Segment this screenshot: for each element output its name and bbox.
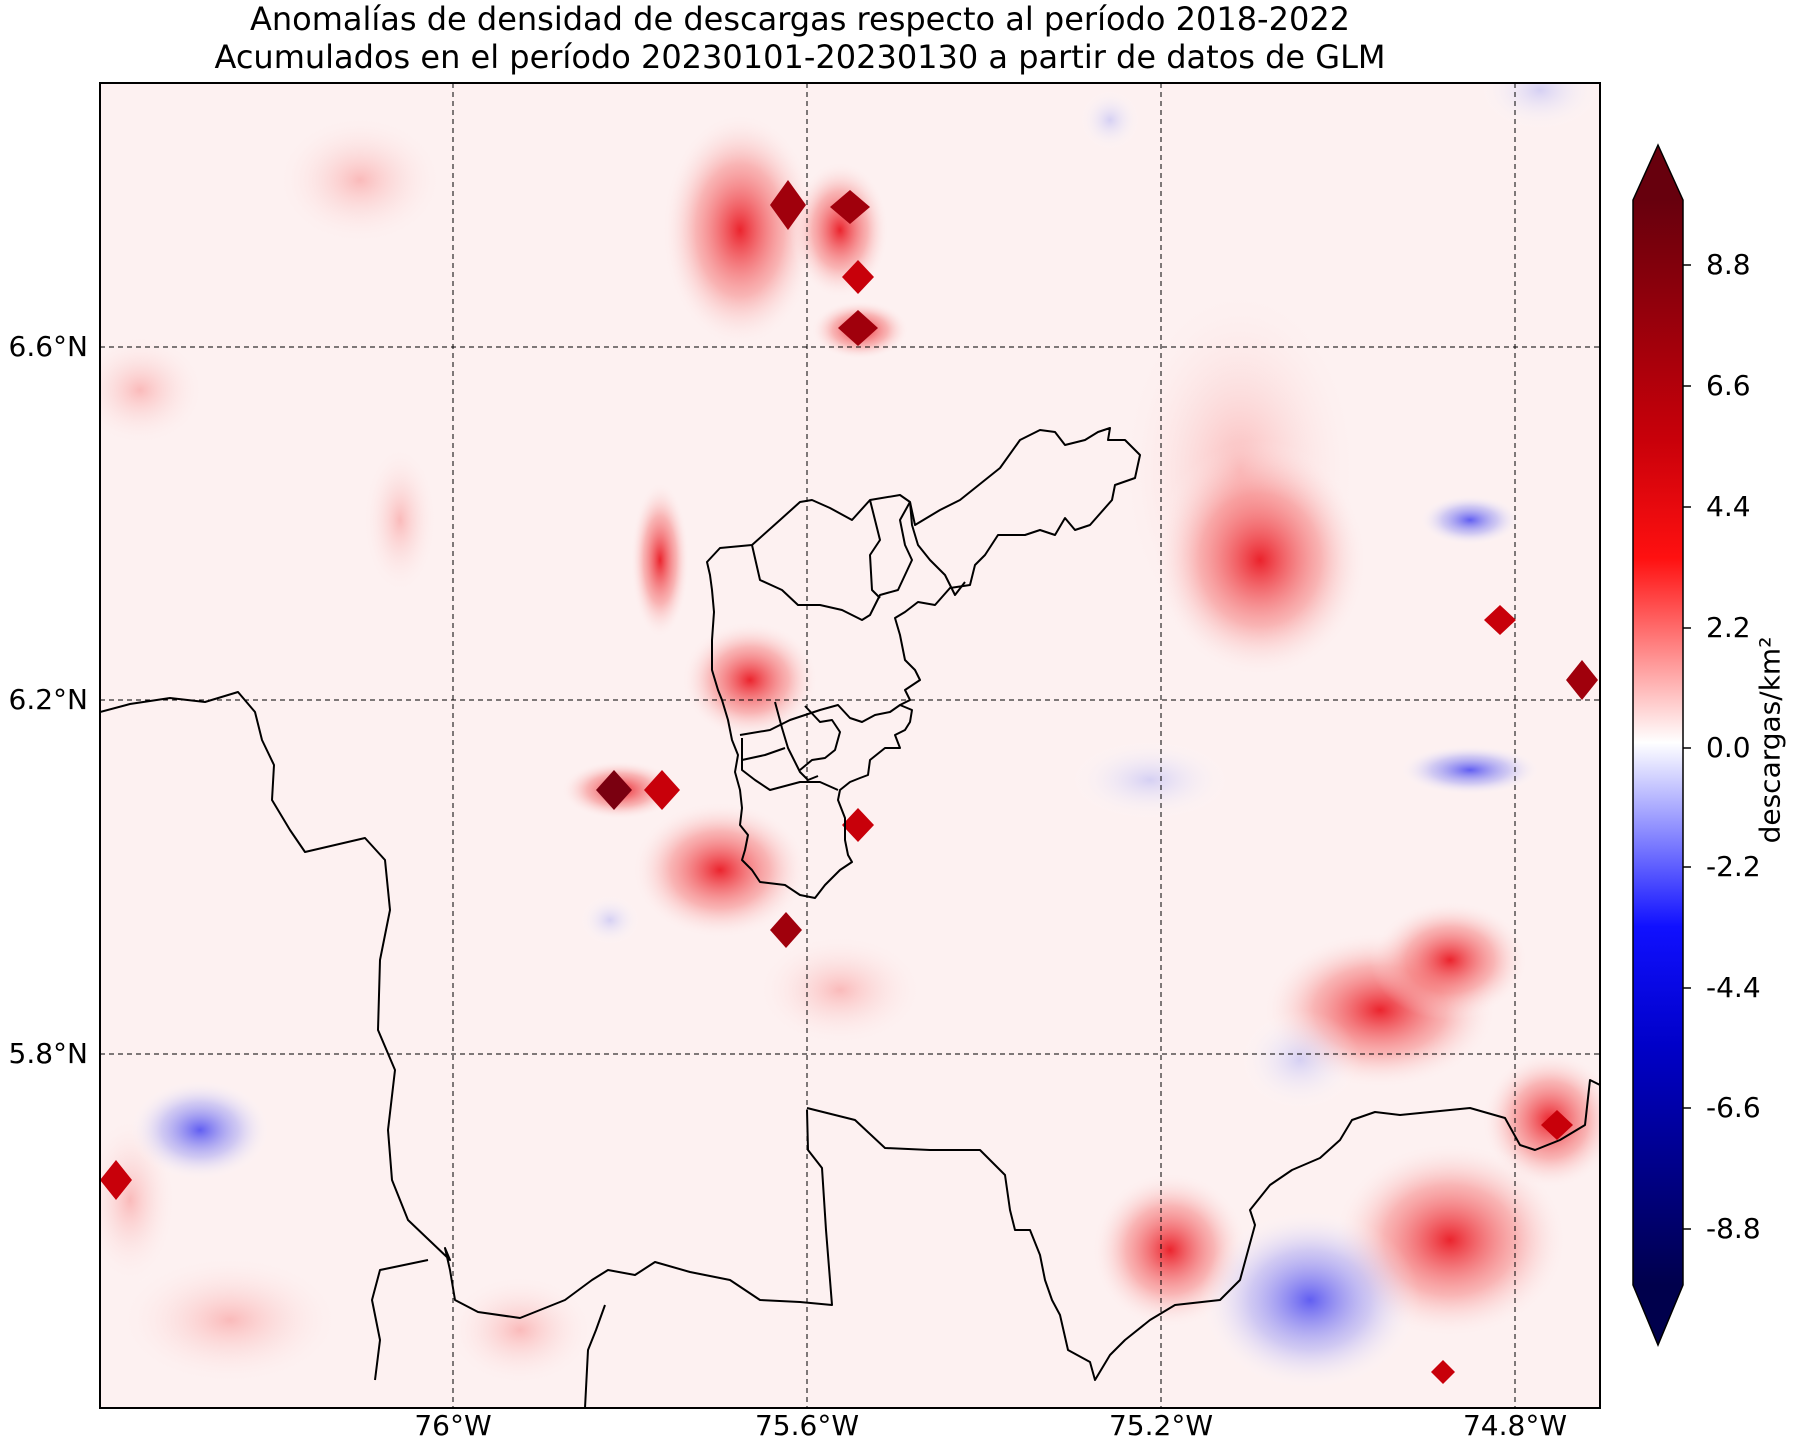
- map-title-line1: Anomalías de densidad de descargas respe…: [249, 0, 1351, 38]
- colorbar-ticks: [1683, 264, 1691, 1230]
- lat-label-6-2n: 6.2°N: [8, 683, 88, 716]
- map-frame: [99, 82, 1601, 1409]
- colorbar-tick-label: 8.8: [1706, 248, 1751, 281]
- colorbar: [1632, 143, 1691, 1347]
- lon-label-76w: 76°W: [414, 1409, 492, 1442]
- colorbar-tick-label: -2.2: [1706, 850, 1761, 883]
- colorbar-tick-label: -6.6: [1706, 1091, 1761, 1124]
- colorbar-tick-label: -8.8: [1706, 1212, 1761, 1245]
- colorbar-tick-label: 0.0: [1706, 731, 1751, 764]
- lat-label-6-6n: 6.6°N: [8, 330, 88, 363]
- map-title-line2: Acumulados en el período 20230101-202301…: [214, 38, 1386, 76]
- colorbar-tick-label: -4.4: [1706, 971, 1761, 1004]
- lat-label-5-8n: 5.8°N: [8, 1037, 88, 1070]
- graticule: [100, 83, 1600, 1408]
- boundary-lines: [100, 427, 1600, 1408]
- anomaly-field: [100, 83, 1600, 1408]
- lon-label-74-8w: 74.8°W: [1462, 1409, 1568, 1442]
- colorbar-tick-label: 6.6: [1706, 369, 1751, 402]
- colorbar-tick-label: 2.2: [1706, 611, 1751, 644]
- colorbar-label: descargas/km²: [1753, 636, 1787, 844]
- lon-label-75-2w: 75.2°W: [1108, 1409, 1214, 1442]
- lon-label-75-6w: 75.6°W: [754, 1409, 860, 1442]
- colorbar-tick-label: 4.4: [1706, 490, 1751, 523]
